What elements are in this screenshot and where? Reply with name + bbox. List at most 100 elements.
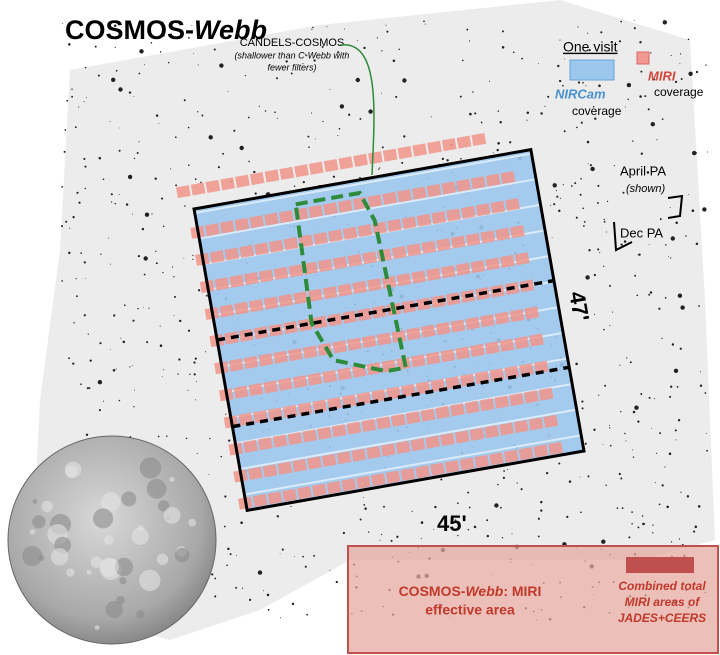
star [629,361,632,364]
miri-tile [513,419,529,434]
star [562,84,564,87]
crater [41,500,53,513]
star [639,95,642,98]
miri-tile [303,261,318,275]
legend-miri [636,51,650,65]
miri-tile [400,467,416,481]
star [108,237,110,239]
star [385,24,387,26]
candels-outline [293,190,409,374]
star [220,455,223,458]
star [359,176,361,179]
star [208,135,213,140]
miri-tile [480,230,496,244]
miri-tile [317,259,333,273]
miri-tile [459,457,475,471]
miri-tile [347,253,363,267]
star [706,151,709,153]
miri-tile [396,273,412,287]
miri-tile [499,338,515,352]
miri-tile [479,398,495,412]
star [553,203,556,206]
star [143,306,145,308]
star [659,218,662,221]
star [628,536,631,539]
star [618,472,621,476]
star [651,428,652,429]
miri-tile [205,179,221,193]
star [188,164,190,166]
star [460,157,462,160]
miri-tile [307,288,323,302]
miri-tile [370,473,386,487]
star [83,101,85,103]
star [467,491,470,494]
crater [105,601,123,619]
crater [169,476,175,482]
miri-tile [371,305,387,319]
star [326,26,328,28]
miri-tile [321,453,337,467]
height-label: 47' [564,290,594,324]
crater [188,518,197,527]
star [459,95,462,98]
star [648,293,651,296]
star [559,39,561,41]
star [307,135,310,138]
star [597,184,600,187]
miri-tile [283,237,299,251]
star [616,507,619,509]
star [608,424,610,427]
miri-tile [426,184,442,198]
miri-tile [406,243,422,257]
miri-tile [494,395,510,409]
star [150,42,153,44]
miri-tile [224,247,240,261]
star [363,504,366,506]
star [396,535,399,538]
star [699,384,703,387]
star [430,116,432,118]
star [379,539,381,541]
star [185,437,188,440]
miri-tile [346,421,362,435]
miri-tile [278,377,293,391]
star [637,420,640,423]
miri-tile [228,358,244,372]
star [551,237,553,238]
star [386,30,389,33]
star [695,242,699,246]
star [580,511,582,514]
star [587,163,589,165]
star [454,519,457,521]
star [588,249,591,252]
star [584,442,587,445]
star [500,506,502,509]
miri-tile [470,260,486,274]
star [73,322,75,324]
miri-tile [430,462,445,476]
star [337,134,339,137]
star [305,53,307,56]
miri-tile [209,250,225,264]
crater [156,553,169,565]
star [98,409,101,412]
star [139,49,144,54]
star [640,393,643,395]
star [695,152,698,154]
star [277,117,279,119]
miri-tile [548,441,563,455]
crater [136,610,145,619]
star [102,178,105,181]
miri-tile [500,254,515,268]
star [661,484,664,487]
star [144,212,150,217]
miri-tile [405,411,421,425]
star [138,72,141,75]
star [114,46,116,49]
star [166,435,168,438]
miri-tile [278,210,294,224]
star [586,140,590,144]
star [626,82,632,88]
miri-tile [219,220,235,234]
